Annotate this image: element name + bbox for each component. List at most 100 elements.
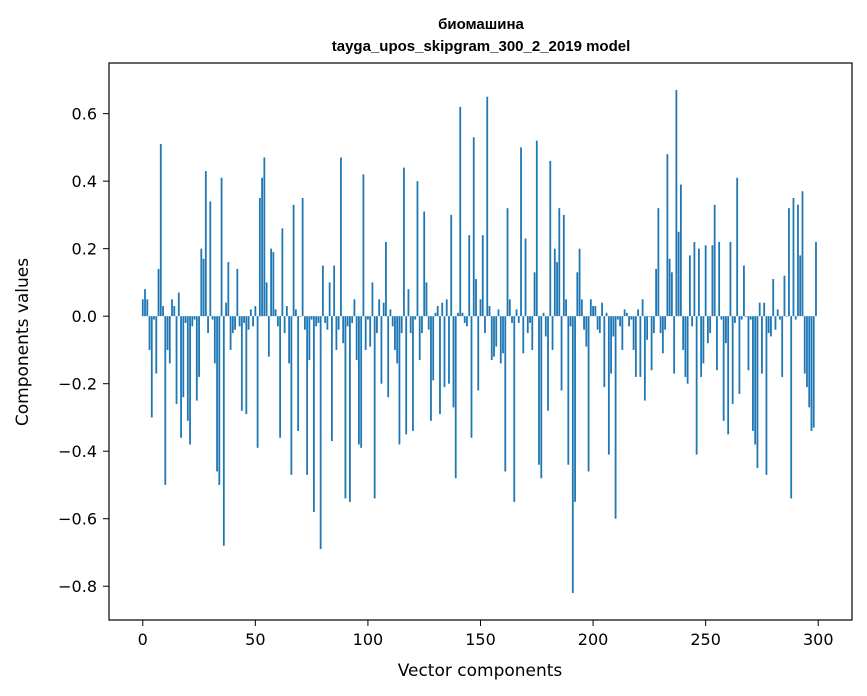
bar-180 bbox=[547, 316, 549, 411]
bar-211 bbox=[616, 316, 619, 320]
bar-149 bbox=[477, 316, 480, 391]
bar-194 bbox=[578, 248, 581, 317]
bar-6 bbox=[155, 316, 158, 374]
bar-213 bbox=[621, 316, 624, 350]
bar-202 bbox=[596, 316, 599, 330]
bar-11 bbox=[166, 316, 169, 350]
bar-243 bbox=[688, 255, 691, 317]
bar-294 bbox=[803, 316, 806, 374]
x-tick-label-2: 100 bbox=[353, 630, 384, 649]
bar-15 bbox=[175, 316, 178, 404]
bar-286 bbox=[785, 316, 788, 317]
bar-203 bbox=[598, 316, 601, 334]
bar-150 bbox=[479, 299, 482, 317]
bar-110 bbox=[389, 309, 392, 317]
bar-290 bbox=[794, 316, 797, 320]
bar-168 bbox=[520, 147, 522, 317]
bar-27 bbox=[202, 258, 205, 317]
bar-135 bbox=[445, 299, 448, 317]
bar-91 bbox=[346, 316, 349, 327]
y-tick-label-1: −0.6 bbox=[58, 510, 97, 529]
bar-19 bbox=[184, 316, 187, 323]
bar-126 bbox=[425, 282, 428, 317]
bar-214 bbox=[623, 309, 626, 317]
bar-104 bbox=[376, 316, 378, 334]
bar-14 bbox=[173, 306, 176, 317]
bar-167 bbox=[517, 316, 520, 323]
bar-217 bbox=[630, 316, 633, 320]
bar-248 bbox=[700, 316, 703, 377]
bar-231 bbox=[661, 316, 664, 354]
bar-55 bbox=[265, 282, 268, 317]
y-axis-label: Components values bbox=[13, 258, 33, 426]
bar-49 bbox=[252, 316, 254, 327]
bar-66 bbox=[290, 316, 293, 475]
bar-5 bbox=[153, 316, 155, 320]
bar-219 bbox=[634, 316, 637, 377]
bar-271 bbox=[752, 316, 754, 431]
bar-291 bbox=[797, 204, 799, 317]
bar-222 bbox=[641, 299, 644, 317]
bar-160 bbox=[502, 316, 504, 354]
bar-9 bbox=[162, 306, 164, 317]
bar-56 bbox=[267, 316, 270, 357]
bar-239 bbox=[679, 184, 682, 317]
bar-31 bbox=[211, 316, 214, 320]
bar-230 bbox=[659, 316, 662, 334]
bar-299 bbox=[815, 241, 817, 317]
bar-112 bbox=[394, 316, 396, 350]
bar-265 bbox=[738, 316, 741, 394]
bar-292 bbox=[799, 255, 802, 317]
bar-289 bbox=[792, 198, 795, 317]
bar-8 bbox=[159, 144, 162, 317]
bar-221 bbox=[639, 316, 642, 377]
bar-263 bbox=[734, 316, 736, 323]
bar-208 bbox=[610, 316, 612, 374]
bar-282 bbox=[776, 309, 779, 317]
bar-224 bbox=[646, 316, 649, 340]
bar-277 bbox=[765, 316, 768, 475]
bar-60 bbox=[276, 316, 279, 327]
bar-197 bbox=[585, 316, 588, 347]
bar-229 bbox=[657, 208, 660, 317]
bar-125 bbox=[423, 211, 426, 317]
bar-176 bbox=[538, 316, 540, 465]
bar-272 bbox=[754, 316, 757, 445]
bar-70 bbox=[299, 316, 302, 317]
bar-118 bbox=[407, 289, 410, 317]
bar-275 bbox=[761, 316, 763, 374]
bar-267 bbox=[743, 265, 745, 317]
bar-199 bbox=[589, 299, 592, 317]
bar-196 bbox=[583, 316, 585, 330]
x-axis-label: Vector components bbox=[398, 661, 563, 681]
bar-50 bbox=[254, 306, 257, 317]
bar-86 bbox=[335, 316, 338, 350]
bar-46 bbox=[245, 316, 248, 415]
bar-273 bbox=[756, 316, 759, 469]
bar-253 bbox=[711, 245, 714, 317]
bar-170 bbox=[524, 238, 527, 317]
bar-141 bbox=[459, 106, 462, 317]
bar-279 bbox=[770, 316, 772, 337]
bar-246 bbox=[695, 316, 698, 455]
bar-75 bbox=[310, 316, 313, 320]
bar-119 bbox=[409, 316, 412, 334]
bar-63 bbox=[283, 316, 286, 334]
bar-218 bbox=[632, 316, 635, 350]
bar-187 bbox=[562, 214, 565, 317]
bar-36 bbox=[222, 316, 225, 546]
bar-249 bbox=[702, 316, 705, 364]
bar-164 bbox=[511, 316, 513, 323]
bar-64 bbox=[285, 306, 288, 317]
bar-1 bbox=[144, 289, 146, 317]
x-tick-label-3: 150 bbox=[465, 630, 496, 649]
bar-22 bbox=[191, 316, 194, 327]
bar-200 bbox=[592, 306, 594, 317]
bar-116 bbox=[403, 167, 405, 317]
y-tick-label-0: −0.8 bbox=[58, 577, 97, 596]
bar-174 bbox=[533, 272, 536, 317]
bar-80 bbox=[321, 265, 324, 317]
bar-77 bbox=[315, 316, 318, 327]
bar-12 bbox=[168, 316, 171, 364]
bar-184 bbox=[556, 262, 558, 317]
